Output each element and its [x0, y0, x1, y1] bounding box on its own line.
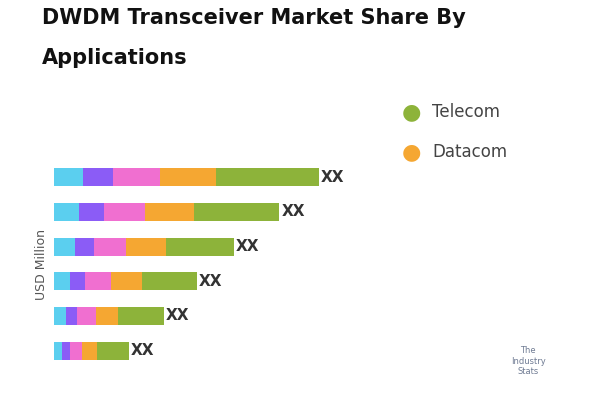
Text: ●: ● [402, 102, 421, 122]
Bar [112, 272, 142, 290]
Bar [54, 168, 83, 186]
Bar [194, 203, 280, 221]
Text: The
Industry
Stats: The Industry Stats [511, 346, 545, 376]
Bar [96, 307, 118, 325]
Text: Datacom: Datacom [432, 143, 507, 161]
Bar [113, 168, 160, 186]
Bar [54, 307, 66, 325]
Text: XX: XX [281, 204, 305, 220]
Bar [54, 272, 70, 290]
Text: XX: XX [166, 308, 190, 324]
Bar [94, 238, 126, 256]
Bar [66, 307, 77, 325]
Text: ●: ● [402, 142, 421, 162]
Text: XX: XX [131, 343, 155, 358]
Text: Telecom: Telecom [432, 103, 500, 121]
Bar [216, 168, 319, 186]
Bar [54, 203, 79, 221]
Bar [77, 307, 96, 325]
Bar [70, 342, 82, 360]
Bar [85, 272, 112, 290]
Text: Applications: Applications [42, 48, 188, 68]
Bar [126, 238, 166, 256]
Text: XX: XX [236, 239, 259, 254]
Bar [54, 342, 62, 360]
Bar [62, 342, 70, 360]
Bar [54, 238, 74, 256]
Text: XX: XX [199, 274, 223, 289]
Bar [83, 168, 113, 186]
Bar [166, 238, 233, 256]
Bar [82, 342, 97, 360]
Bar [79, 203, 104, 221]
Bar [74, 238, 94, 256]
Bar [70, 272, 85, 290]
Bar [97, 342, 129, 360]
Bar [104, 203, 145, 221]
Bar [118, 307, 164, 325]
Bar [142, 272, 197, 290]
Bar [145, 203, 194, 221]
Y-axis label: USD Million: USD Million [35, 228, 49, 300]
Bar [160, 168, 216, 186]
Text: XX: XX [321, 170, 344, 185]
Text: DWDM Transceiver Market Share By: DWDM Transceiver Market Share By [42, 8, 466, 28]
